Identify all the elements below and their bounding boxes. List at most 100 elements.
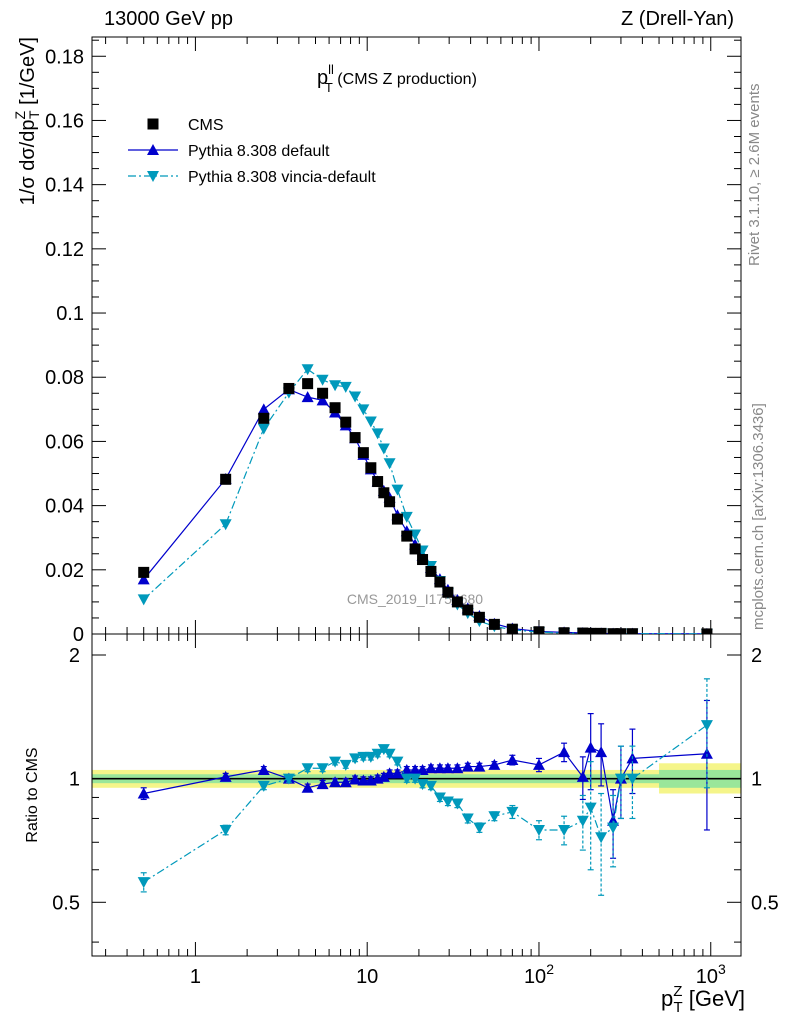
- ratio-point: [391, 756, 404, 768]
- data-point: [301, 391, 314, 403]
- ratio-point: [576, 815, 589, 827]
- data-point: [372, 476, 384, 488]
- ratio-point: [409, 773, 422, 785]
- x-tick-label: 10: [356, 966, 378, 988]
- ratio-point: [349, 773, 362, 785]
- data-point: [384, 496, 396, 508]
- data-point: [451, 596, 463, 608]
- data-point: [316, 394, 329, 406]
- ratio-point: [282, 773, 295, 785]
- data-point: [434, 576, 446, 588]
- ratio-tick-label-right: 1: [751, 769, 762, 791]
- ratio-point: [371, 748, 384, 760]
- data-point: [462, 604, 474, 616]
- data-point: [409, 543, 421, 555]
- ratio-point: [451, 798, 464, 810]
- data-point: [425, 565, 437, 577]
- y-tick-label: 0.02: [45, 560, 84, 582]
- data-point: [391, 513, 403, 525]
- ratio-point: [433, 762, 446, 774]
- y-axis-label: 1/σ dσ/dpZT [1/GeV]: [12, 37, 42, 205]
- data-point: [317, 387, 329, 399]
- ratio-point: [576, 770, 589, 782]
- data-point: [357, 447, 369, 459]
- ratio-point: [383, 748, 396, 760]
- data-point: [401, 530, 413, 542]
- data-point: [219, 519, 232, 531]
- data-point: [301, 364, 314, 376]
- data-point: [585, 627, 597, 634]
- ratio-point: [424, 762, 437, 774]
- data-point: [329, 402, 341, 414]
- ratio-point: [316, 778, 329, 790]
- ratio-point: [488, 758, 501, 770]
- data-point: [377, 443, 390, 455]
- ratio-tick-label: 0.5: [52, 892, 80, 914]
- ratio-point: [400, 773, 413, 785]
- main-series: [137, 364, 713, 634]
- data-point: [357, 404, 370, 416]
- ratio-line: [143, 724, 708, 883]
- data-point: [364, 416, 377, 428]
- ratio-point: [424, 780, 437, 792]
- ratio-point: [488, 811, 501, 823]
- data-point: [378, 487, 390, 499]
- ratio-axis-label: Ratio to CMS: [24, 747, 41, 842]
- ratio-point: [473, 760, 486, 772]
- y-tick-label: 0.14: [45, 175, 84, 197]
- ratio-point: [377, 770, 390, 782]
- data-point: [302, 378, 314, 390]
- ratio-point: [301, 781, 314, 793]
- data-point: [137, 594, 150, 606]
- legend-label: CMS: [188, 117, 224, 134]
- y-tick-label: 0: [73, 624, 84, 646]
- ratio-point: [441, 796, 454, 808]
- ratio-point: [595, 746, 608, 758]
- header-observable: Z (Drell-Yan): [621, 8, 734, 30]
- ratio-point: [219, 824, 232, 836]
- ratio-tick-label-right: 0.5: [751, 892, 779, 914]
- plot-title: pll T (CMS Z production): [317, 62, 477, 95]
- ratio-point: [257, 780, 270, 792]
- data-point: [340, 416, 352, 428]
- data-point: [595, 627, 607, 634]
- ratio-tick-label: 2: [69, 645, 80, 667]
- legend-marker: [147, 118, 159, 130]
- data-point: [577, 627, 589, 634]
- data-point: [329, 380, 342, 392]
- ratio-series-2: [137, 678, 713, 896]
- data-point: [607, 628, 619, 634]
- legend-label: Pythia 8.308 vincia-default: [188, 169, 376, 186]
- ratio-point: [461, 813, 474, 825]
- ratio-point: [558, 824, 571, 836]
- data-point: [137, 573, 150, 585]
- x-tick-label: 102: [524, 961, 554, 988]
- data-point: [316, 374, 329, 386]
- ratio-point: [626, 773, 639, 785]
- data-point: [506, 623, 518, 634]
- ratio-panel-frame: [91, 633, 742, 957]
- ratio-point: [532, 758, 545, 770]
- ratio-point: [558, 746, 571, 758]
- data-point: [349, 391, 362, 403]
- data-point: [400, 511, 413, 523]
- ratio-point: [329, 776, 342, 788]
- data-point: [442, 586, 454, 598]
- data-point: [365, 462, 377, 474]
- ratio-point: [391, 767, 404, 779]
- ratio-point: [700, 720, 713, 732]
- data-point: [283, 382, 295, 394]
- x-axis-label: pZ T [GeV]: [661, 983, 745, 1016]
- legend-label: Pythia 8.308 default: [188, 143, 330, 160]
- data-point: [257, 403, 270, 415]
- y-tick-label: 0.04: [45, 496, 84, 518]
- ratio-point: [506, 806, 519, 818]
- y-tick-label: 0.06: [45, 431, 84, 453]
- data-point: [371, 428, 384, 440]
- data-point: [391, 484, 404, 496]
- data-point: [339, 381, 352, 393]
- data-point: [383, 458, 396, 470]
- y-tick-label: 0.18: [45, 46, 84, 68]
- ratio-point: [595, 832, 608, 844]
- ratio-point: [219, 770, 232, 782]
